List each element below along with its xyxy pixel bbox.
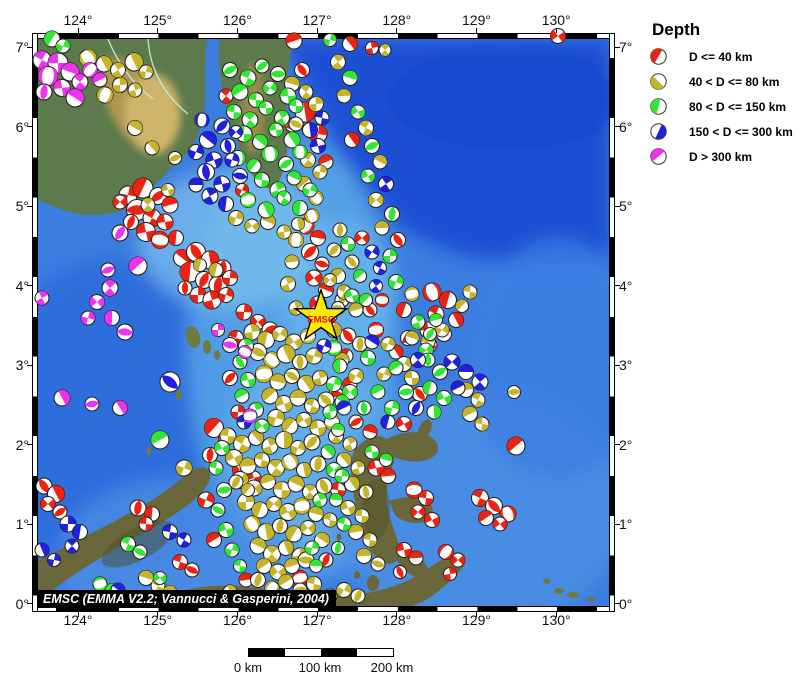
attribution-label: EMSC (EMMA V2.2; Vannucci & Gasperini, 2… (38, 590, 336, 608)
legend-item-label: D > 300 km (689, 149, 753, 164)
lon-tick-top (476, 28, 477, 33)
lat-label-left: 6° (15, 118, 29, 135)
map-frame-left (32, 33, 38, 612)
legend-item: 80 < D <= 150 km (648, 98, 812, 115)
lon-label-bottom: 130° (541, 612, 571, 628)
lon-label-bottom: 125° (143, 612, 173, 628)
lat-tick-left (27, 46, 32, 48)
lat-tick-right (615, 205, 620, 207)
lat-tick-left (27, 444, 32, 446)
lon-label-bottom: 128° (382, 612, 412, 628)
lon-tick-bottom (157, 612, 159, 617)
lon-tick-top (236, 28, 238, 33)
lon-label-top: 128° (382, 12, 412, 28)
legend-beachball-icon (650, 73, 667, 90)
lat-tick-right (615, 603, 620, 605)
lon-tick-top (396, 28, 398, 33)
lat-tick-left (27, 603, 32, 605)
lat-tick-left (27, 523, 32, 525)
legend-item: D > 300 km (648, 148, 812, 165)
lat-label-left: 4° (15, 277, 29, 294)
scalebar-label: 200 km (370, 660, 414, 675)
lon-label-top: 126° (222, 12, 252, 28)
legend-beachball-icon (650, 123, 667, 140)
scalebar-segment (285, 649, 321, 656)
lon-tick-bottom (555, 612, 557, 617)
lon-tick-bottom (316, 612, 318, 617)
map-frame-right (609, 33, 615, 612)
lat-tick-right (615, 444, 620, 446)
terrain-layer (38, 39, 609, 606)
island-morotai (418, 419, 432, 439)
lon-label-top: 125° (143, 12, 173, 28)
lon-tick-top (77, 28, 79, 33)
lat-tick-right (615, 126, 620, 128)
scalebar-label: 0 km (233, 660, 263, 675)
lat-label-left: 0° (15, 595, 29, 612)
legend-item-label: 40 < D <= 80 km (689, 74, 780, 89)
lat-label-left: 1° (15, 516, 29, 533)
legend-item: D <= 40 km (648, 48, 812, 65)
lat-label-left: 3° (15, 357, 29, 374)
lon-label-top: 129° (462, 12, 491, 28)
lon-label-bottom: 124° (63, 612, 93, 628)
scalebar-segment (357, 649, 393, 656)
lat-label-right: 4° (619, 277, 633, 294)
lat-tick-right (615, 523, 620, 525)
map-scalebar (248, 648, 394, 657)
lon-label-bottom: 129° (462, 612, 491, 628)
lon-tick-bottom (396, 612, 398, 617)
lon-label-top: 130° (541, 12, 571, 28)
lat-label-left: 5° (15, 198, 29, 215)
lat-label-right: 7° (619, 39, 633, 55)
lon-label-top: 124° (63, 12, 93, 28)
lat-tick-left (27, 364, 32, 366)
legend-beachball-icon (650, 98, 667, 115)
lon-tick-bottom (77, 612, 79, 617)
legend-item: 40 < D <= 80 km (648, 73, 812, 90)
legend-item: 150 < D <= 300 km (648, 123, 812, 140)
lat-tick-right (615, 364, 620, 366)
map-frame-top (32, 33, 615, 39)
lon-label-bottom: 126° (222, 612, 252, 628)
lat-label-right: 3° (619, 357, 633, 374)
lat-label-right: 6° (619, 118, 633, 135)
map-canvas (37, 38, 610, 607)
lat-label-right: 0° (619, 595, 633, 612)
legend-title: Depth (652, 20, 701, 39)
lon-label-bottom: 127° (302, 612, 332, 628)
legend-item-label: D <= 40 km (689, 49, 753, 64)
scalebar-segment (321, 649, 357, 656)
lon-tick-top (157, 28, 159, 33)
lat-tick-left (27, 205, 32, 207)
lat-label-right: 5° (619, 198, 633, 215)
lat-label-left: 2° (15, 436, 29, 453)
legend-item-label: 80 < D <= 150 km (689, 99, 787, 114)
lat-tick-right (615, 46, 620, 48)
lon-tick-top (555, 28, 557, 33)
depth-legend: Depth D <= 40 km 40 < D <= 80 km 80 < D <=… (648, 20, 812, 173)
legend-beachball-icon (650, 148, 667, 165)
lon-label-top: 127° (302, 12, 332, 28)
lat-tick-right (615, 285, 620, 287)
lat-tick-left (27, 285, 32, 287)
legend-item-label: 150 < D <= 300 km (689, 124, 793, 139)
lat-tick-left (27, 126, 32, 128)
lon-tick-bottom (236, 612, 238, 617)
lon-tick-top (316, 28, 318, 33)
scalebar-segment (249, 649, 285, 656)
islands-bottom-right (543, 578, 595, 602)
lat-label-right: 1° (619, 516, 633, 533)
lon-tick-bottom (476, 612, 477, 617)
lat-label-right: 2° (619, 436, 633, 453)
lat-label-left: 7° (15, 39, 29, 55)
scalebar-label: 100 km (298, 660, 342, 675)
legend-beachball-icon (650, 48, 667, 65)
